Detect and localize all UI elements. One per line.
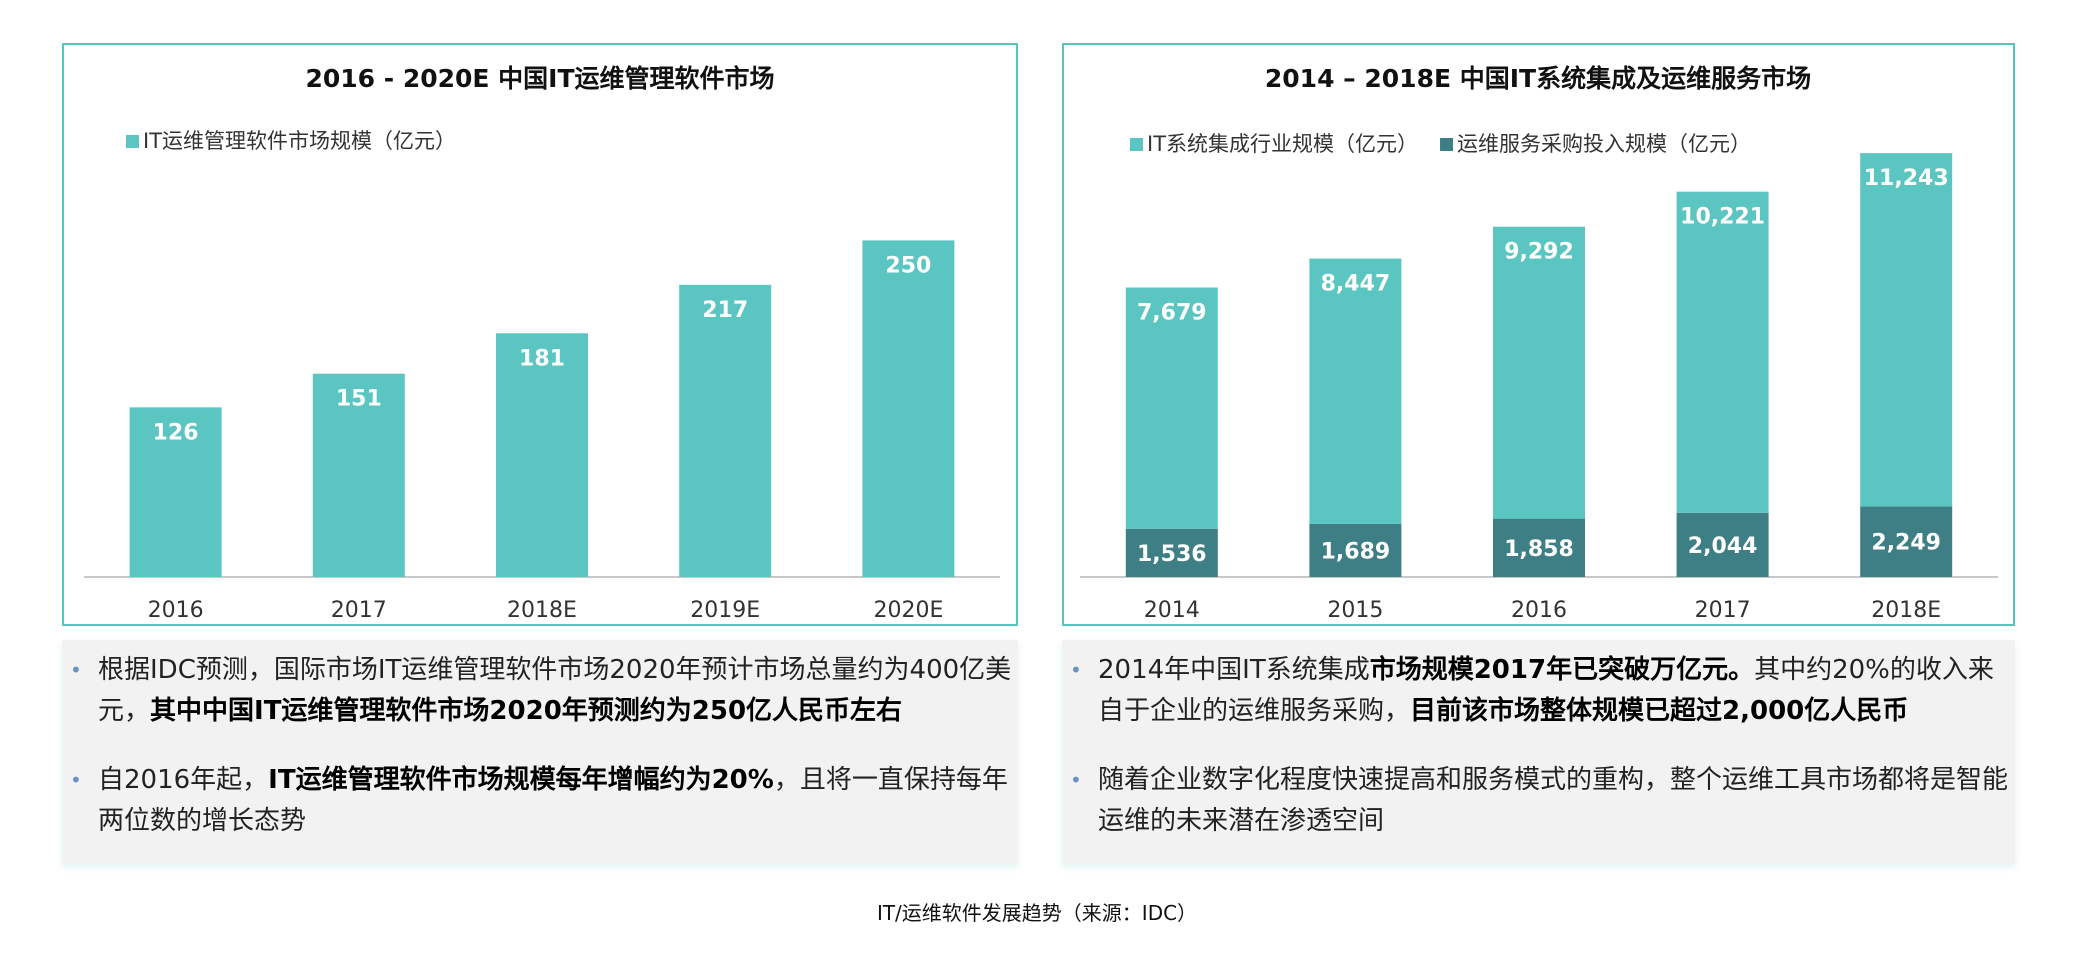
bar	[1125, 287, 1218, 529]
legend-label: IT系统集成行业规模（亿元）	[1147, 132, 1418, 156]
data-label: 8,447	[1321, 272, 1391, 297]
bullet-icon: •	[70, 658, 82, 682]
x-tick-label: 2019E	[690, 598, 760, 623]
right-chart-panel: 2014 – 2018E 中国IT系统集成及运维服务市场 IT系统集成行业规模（亿…	[1062, 43, 2015, 626]
bar	[496, 333, 588, 577]
left-bar-chart: 2016 - 2020E 中国IT运维管理软件市场 IT运维管理软件市场规模（亿元…	[84, 64, 1000, 623]
note-bold: 市场规模2017年已突破万亿元。	[1369, 655, 1755, 685]
data-label: 10,221	[1680, 205, 1765, 230]
left-chart-panel: 2016 - 2020E 中国IT运维管理软件市场 IT运维管理软件市场规模（亿元…	[62, 43, 1018, 626]
chart-title: 2014 – 2018E 中国IT系统集成及运维服务市场	[1265, 64, 1811, 93]
bar	[1860, 506, 1953, 577]
note-item: • 2014年中国IT系统集成市场规模2017年已突破万亿元。其中约20%的收入…	[1062, 650, 2011, 732]
data-label: 250	[885, 253, 931, 278]
left-notes: • 根据IDC预测，国际市场IT运维管理软件市场2020年预计市场总量约为400…	[62, 640, 1018, 864]
note-bold: IT运维管理软件市场规模每年增幅约为20%	[268, 765, 774, 795]
note-bold-2: 目前该市场整体规模已超过2,000亿人民币	[1410, 696, 1909, 726]
bullet-icon: •	[1070, 768, 1082, 792]
note-text: 随着企业数字化程度快速提高和服务模式的重构，整个运维工具市场都将是智能运维的未来…	[1098, 765, 2009, 836]
right-notes: • 2014年中国IT系统集成市场规模2017年已突破万亿元。其中约20%的收入…	[1062, 640, 2015, 864]
data-label: 7,679	[1137, 300, 1207, 325]
data-label: 1,858	[1504, 537, 1574, 562]
x-tick-label: 2017	[1695, 598, 1751, 623]
bar	[1309, 258, 1402, 524]
legend-label: IT运维管理软件市场规模（亿元）	[143, 129, 456, 153]
data-label: 181	[519, 346, 565, 371]
legend-swatch	[1440, 138, 1454, 151]
bar	[1309, 523, 1402, 577]
bar	[679, 284, 772, 577]
legend-swatch	[126, 135, 139, 148]
bar	[1493, 518, 1585, 577]
x-tick-label: 2020E	[873, 598, 943, 623]
x-tick-label: 2014	[1144, 598, 1200, 623]
figure-caption: IT/运维软件发展趋势（来源：IDC）	[876, 901, 1198, 925]
data-label: 126	[153, 420, 199, 445]
bar	[129, 407, 222, 577]
bar	[312, 373, 405, 577]
data-label: 9,292	[1504, 240, 1574, 265]
x-tick-label: 2018E	[507, 598, 577, 623]
right-bar-chart: 2014 – 2018E 中国IT系统集成及运维服务市场 IT系统集成行业规模（亿…	[1080, 64, 1998, 623]
legend-swatch	[1130, 138, 1143, 151]
x-tick-label: 2015	[1327, 598, 1383, 623]
note-item: • 随着企业数字化程度快速提高和服务模式的重构，整个运维工具市场都将是智能运维的…	[1062, 760, 2011, 842]
note-text: 自2016年起，	[98, 765, 269, 795]
data-label: 151	[336, 387, 382, 412]
x-tick-label: 2018E	[1871, 598, 1941, 623]
note-item: • 根据IDC预测，国际市场IT运维管理软件市场2020年预计市场总量约为400…	[62, 650, 1014, 732]
data-label: 2,249	[1871, 531, 1941, 556]
bullet-icon: •	[1070, 658, 1082, 682]
bar	[1676, 512, 1769, 577]
note-item: • 自2016年起，IT运维管理软件市场规模每年增幅约为20%，且将一直保持每年…	[62, 760, 1014, 842]
legend-label: 运维服务采购投入规模（亿元）	[1457, 132, 1751, 156]
data-label: 11,243	[1864, 166, 1949, 191]
bullet-icon: •	[70, 768, 82, 792]
data-label: 2,044	[1688, 534, 1758, 559]
chart-title: 2016 - 2020E 中国IT运维管理软件市场	[305, 64, 774, 93]
note-tail: ，且将一直保持每年两位数的增长态势	[98, 765, 1008, 836]
note-text: 2014年中国IT系统集成	[1098, 655, 1370, 685]
bar	[1493, 226, 1585, 519]
data-label: 1,689	[1321, 539, 1391, 564]
data-label: 217	[702, 298, 748, 323]
bar	[1676, 191, 1769, 513]
bar	[1125, 528, 1218, 577]
bar	[862, 240, 955, 577]
note-tail: 其中约20%的收入来自于企业的运维服务采购，	[1098, 655, 1994, 726]
x-tick-label: 2016	[148, 598, 204, 623]
x-tick-label: 2016	[1511, 598, 1567, 623]
note-bold: 其中中国IT运维管理软件市场2020年预测约为250亿人民币左右	[150, 696, 903, 726]
x-tick-label: 2017	[331, 598, 387, 623]
note-text: 根据IDC预测，国际市场IT运维管理软件市场2020年预计市场总量约为400亿美…	[98, 655, 1012, 726]
data-label: 1,536	[1137, 542, 1207, 567]
bar	[1860, 153, 1953, 507]
